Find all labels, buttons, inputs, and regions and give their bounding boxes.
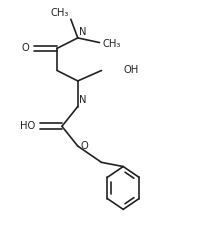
Text: N: N — [79, 27, 86, 37]
Text: N: N — [79, 95, 86, 105]
Text: OH: OH — [123, 66, 139, 76]
Text: CH₃: CH₃ — [102, 39, 121, 49]
Text: O: O — [22, 43, 29, 53]
Text: O: O — [81, 141, 89, 151]
Text: HO: HO — [20, 121, 35, 131]
Text: CH₃: CH₃ — [51, 8, 69, 18]
